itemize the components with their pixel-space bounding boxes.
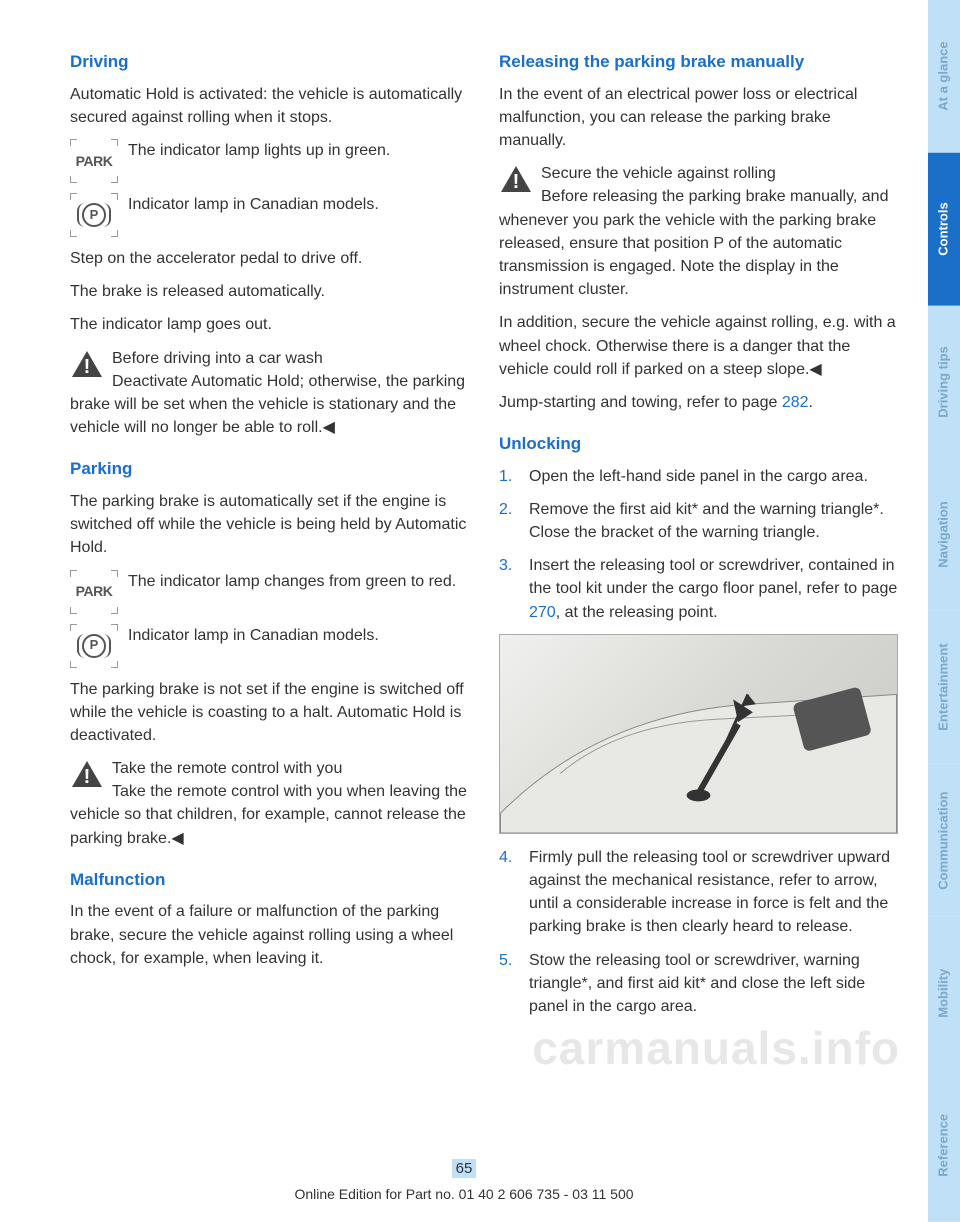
right-column: Releasing the parking brake manually In … xyxy=(499,50,898,1202)
releasing-tool-figure xyxy=(499,634,898,834)
tab-driving-tips[interactable]: Driving tips xyxy=(928,306,960,459)
heading-unlocking: Unlocking xyxy=(499,432,898,457)
tab-reference[interactable]: Reference xyxy=(928,1069,960,1222)
para-releasing: In the event of an electrical power loss… xyxy=(499,83,898,153)
indicator-p-canada-2: P Indicator lamp in Canadian models. xyxy=(70,624,469,668)
list-item: 1.Open the left-hand side panel in the c… xyxy=(499,465,898,488)
indicator-text: Indicator lamp in Canadian models. xyxy=(128,193,469,216)
indicator-text: The indicator lamp lights up in green. xyxy=(128,139,469,162)
heading-releasing: Releasing the parking brake manually xyxy=(499,50,898,75)
para-malfunction: In the event of a failure or malfunction… xyxy=(70,900,469,970)
indicator-text: The indicator lamp changes from green to… xyxy=(128,570,469,593)
unlocking-steps: 1.Open the left-hand side panel in the c… xyxy=(499,465,898,624)
list-item: 4.Firmly pull the releasing tool or scre… xyxy=(499,846,898,939)
footer-text: Online Edition for Part no. 01 40 2 606 … xyxy=(0,1184,928,1204)
para-lamp-out: The indicator lamp goes out. xyxy=(70,313,469,336)
warning-title: Before driving into a car wash xyxy=(112,350,323,367)
warning-title: Take the remote control with you xyxy=(112,760,342,777)
indicator-park-green: PARK The indicator lamp lights up in gre… xyxy=(70,139,469,183)
unlocking-steps-cont: 4.Firmly pull the releasing tool or scre… xyxy=(499,846,898,1018)
p-circle-icon: P xyxy=(70,624,118,668)
warning-icon: ! xyxy=(70,759,104,789)
para-brake-released: The brake is released automatically. xyxy=(70,280,469,303)
para-driving: Automatic Hold is activated: the vehicle… xyxy=(70,83,469,129)
tab-at-a-glance[interactable]: At a glance xyxy=(928,0,960,153)
para-not-set: The parking brake is not set if the engi… xyxy=(70,678,469,748)
tab-communication[interactable]: Communication xyxy=(928,764,960,917)
tab-entertainment[interactable]: Entertainment xyxy=(928,611,960,764)
indicator-text: Indicator lamp in Canadian models. xyxy=(128,624,469,647)
svg-text:!: ! xyxy=(84,356,91,378)
warning-carwash: ! Before driving into a car wash Deactiv… xyxy=(70,347,469,440)
warning-body: Before releasing the parking brake man­u… xyxy=(499,188,888,298)
list-item: 5.Stow the releasing tool or screwdriver… xyxy=(499,949,898,1019)
p-circle-icon: P xyxy=(70,193,118,237)
section-tabs: At a glance Controls Driving tips Naviga… xyxy=(928,0,960,1222)
heading-malfunction: Malfunction xyxy=(70,868,469,893)
warning-icon: ! xyxy=(499,164,533,194)
left-column: Driving Automatic Hold is activated: the… xyxy=(70,50,469,1202)
heading-parking: Parking xyxy=(70,457,469,482)
para-step: Step on the accelerator pedal to drive o… xyxy=(70,247,469,270)
warning-icon: ! xyxy=(70,349,104,379)
park-icon: PARK xyxy=(70,570,118,614)
tab-mobility[interactable]: Mobility xyxy=(928,917,960,1070)
page-link-282[interactable]: 282 xyxy=(782,394,809,411)
warning-remote: ! Take the remote control with you Take … xyxy=(70,757,469,850)
warning-title: Secure the vehicle against rolling xyxy=(541,165,776,182)
list-item: 2.Remove the first aid kit* and the warn… xyxy=(499,498,898,544)
tab-controls[interactable]: Controls xyxy=(928,153,960,306)
para-jump: Jump-starting and towing, refer to page … xyxy=(499,391,898,414)
indicator-p-canada: P Indicator lamp in Canadian models. xyxy=(70,193,469,237)
tab-navigation[interactable]: Navigation xyxy=(928,458,960,611)
heading-driving: Driving xyxy=(70,50,469,75)
warning-secure: ! Secure the vehicle against rolling Bef… xyxy=(499,162,898,301)
para-parking: The parking brake is automatically set i… xyxy=(70,490,469,560)
svg-text:!: ! xyxy=(84,766,91,788)
list-item: 3. Insert the releasing tool or screwdri… xyxy=(499,554,898,624)
warning-body: Take the remote control with you when le… xyxy=(70,783,467,846)
page-link-270[interactable]: 270 xyxy=(529,604,556,621)
page-number: 65 xyxy=(0,1158,928,1180)
svg-text:!: ! xyxy=(513,171,520,193)
para-addition: In addition, secure the vehicle against … xyxy=(499,311,898,381)
park-icon: PARK xyxy=(70,139,118,183)
warning-body: Deactivate Automatic Hold; otherwise, th… xyxy=(70,373,465,436)
indicator-park-red: PARK The indicator lamp changes from gre… xyxy=(70,570,469,614)
